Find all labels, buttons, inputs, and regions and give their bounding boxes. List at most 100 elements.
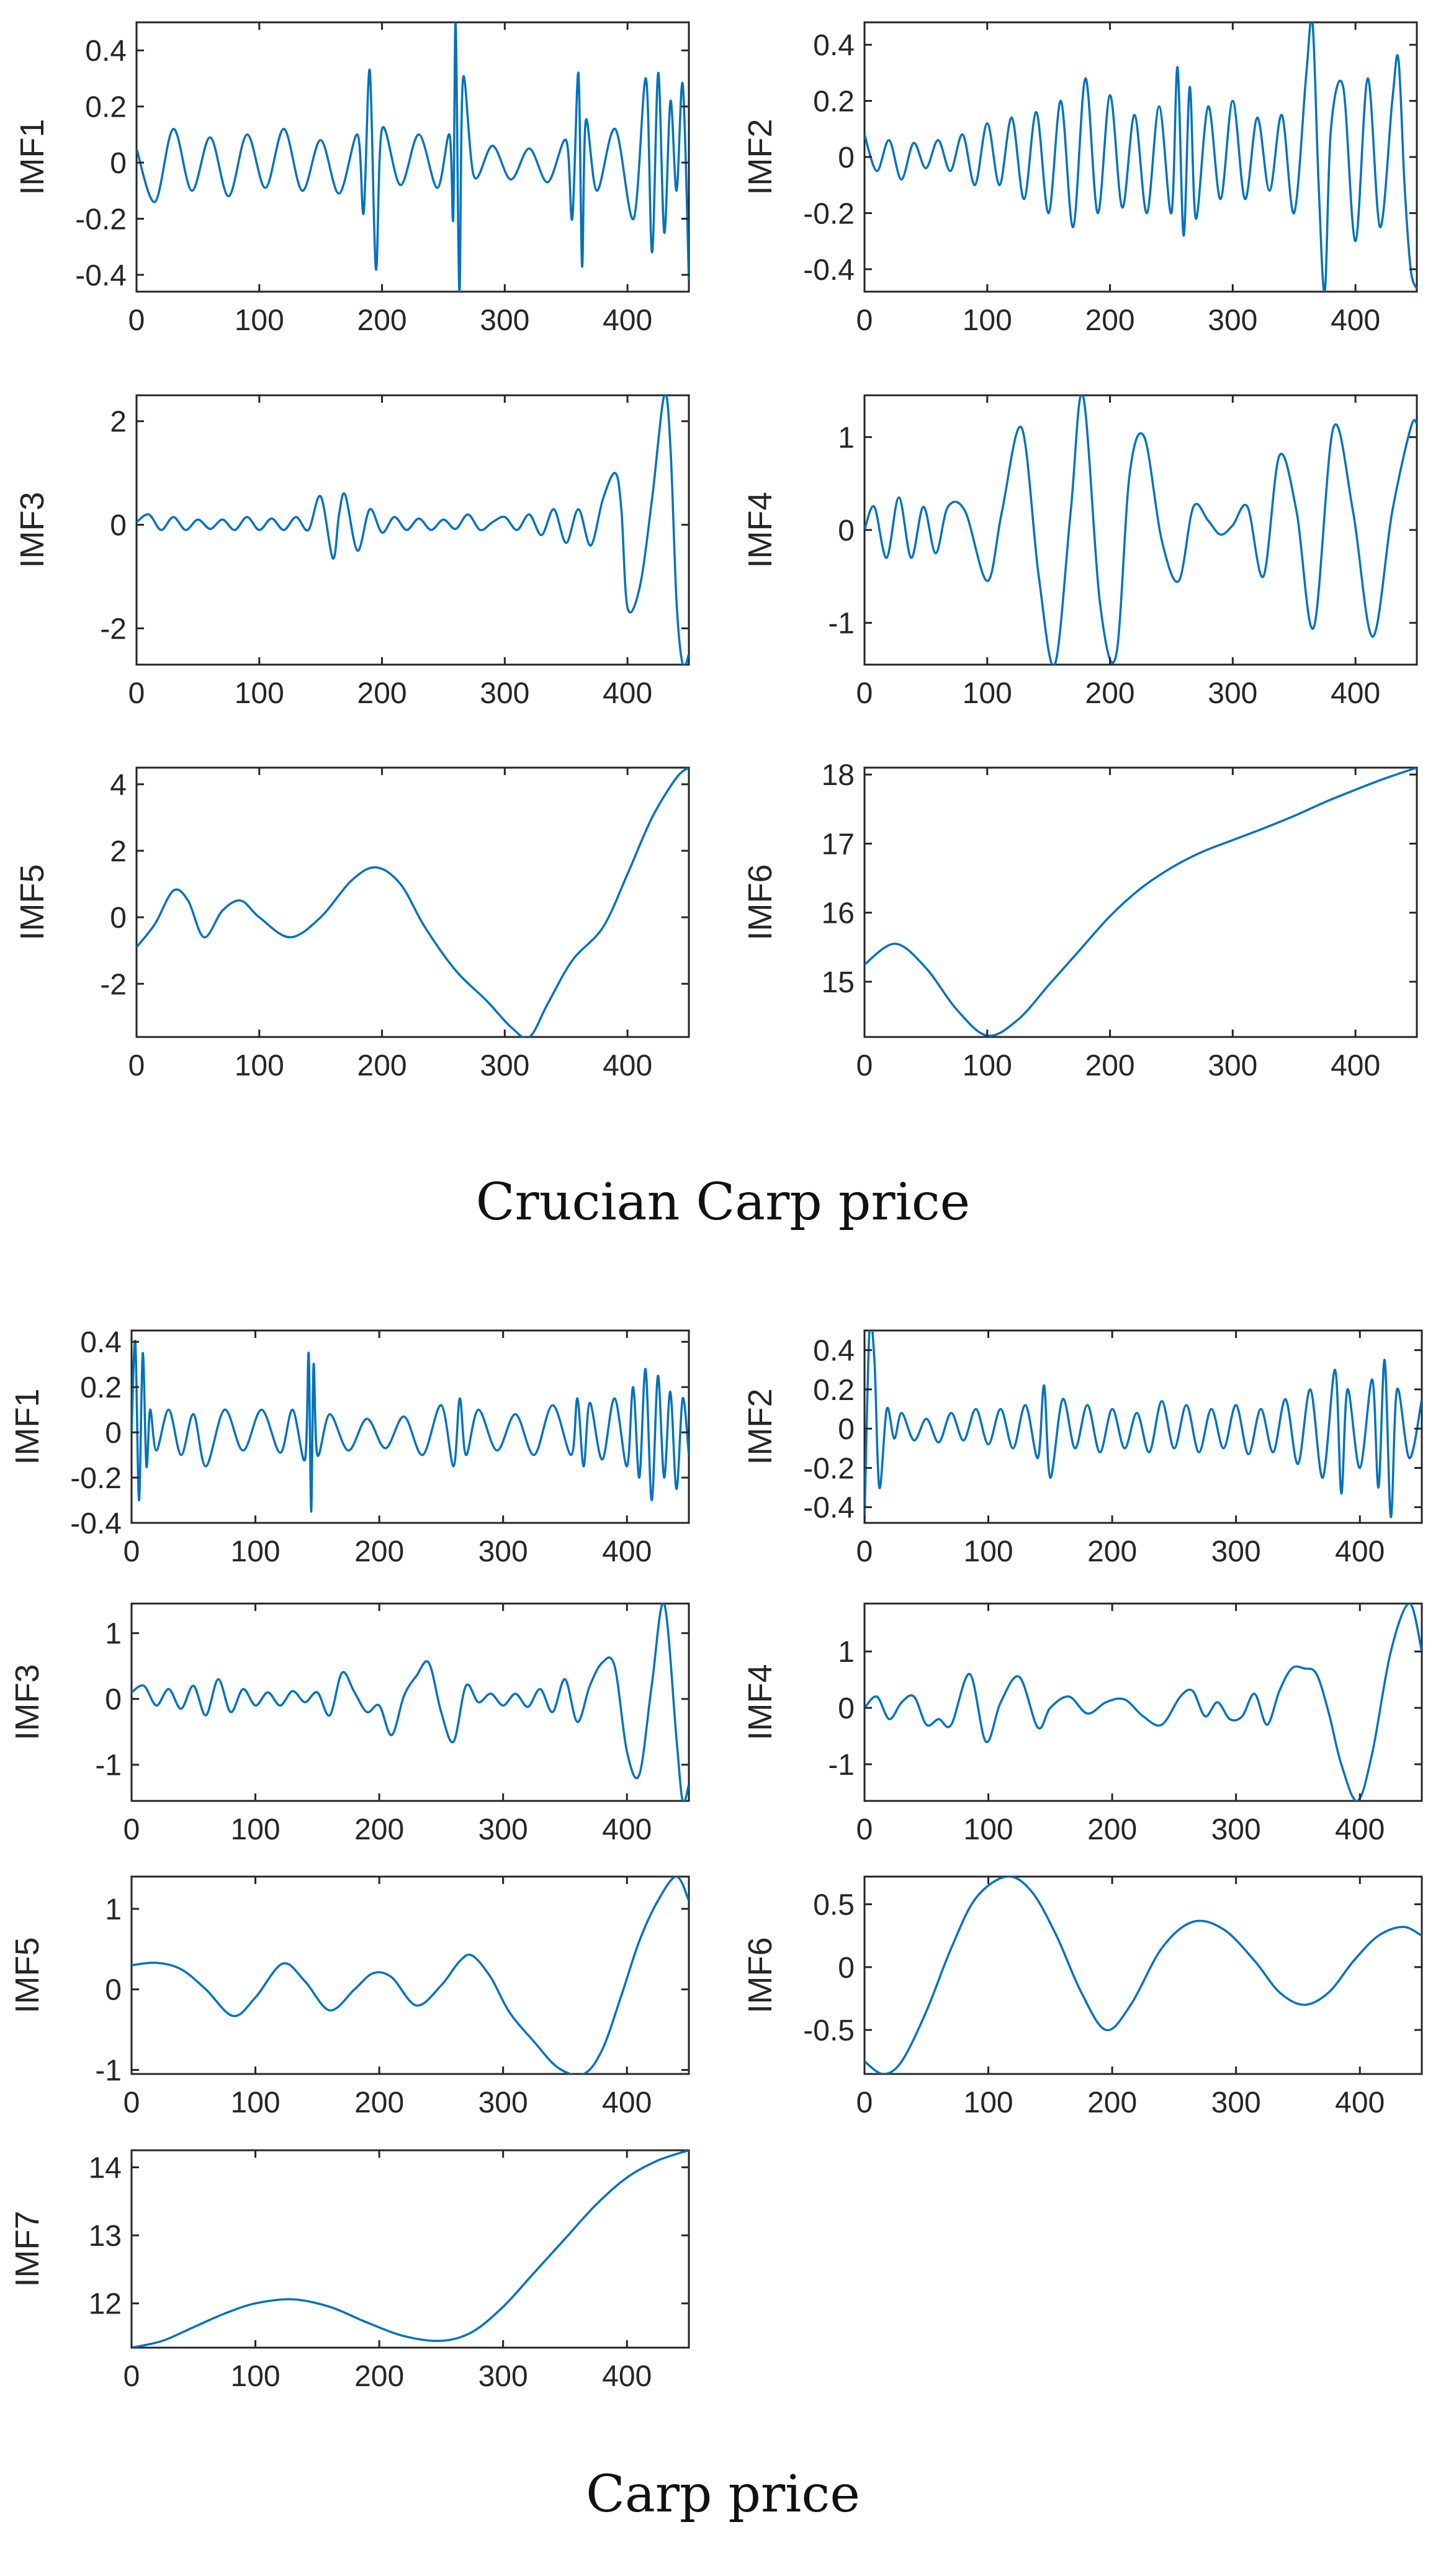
x-tick-label: 400 bbox=[602, 2086, 652, 2119]
x-tick-label: 300 bbox=[478, 2360, 528, 2393]
series-line bbox=[864, 1604, 1422, 1801]
y-axis-label: IMF7 bbox=[9, 2210, 46, 2287]
x-tick-label: 300 bbox=[1211, 1535, 1261, 1568]
y-tick-label: 0.4 bbox=[80, 1326, 122, 1359]
series-line bbox=[132, 1604, 689, 1801]
y-tick-label: 0.5 bbox=[813, 1889, 855, 1922]
x-tick-label: 400 bbox=[603, 1049, 652, 1082]
y-tick-label: -0.4 bbox=[70, 1507, 122, 1540]
x-tick-label: 0 bbox=[856, 2086, 873, 2119]
y-tick-label: 0 bbox=[110, 509, 127, 542]
plot-frame bbox=[130, 1875, 690, 2075]
x-tick-label: 300 bbox=[480, 1049, 529, 1082]
series-line bbox=[132, 1877, 689, 2074]
y-tick-label: 1 bbox=[838, 421, 855, 454]
x-tick-label: 0 bbox=[856, 1535, 873, 1568]
y-axis-label: IMF3 bbox=[14, 491, 51, 568]
y-axis-label: IMF5 bbox=[14, 864, 51, 940]
x-tick-label: 0 bbox=[123, 1813, 140, 1846]
y-axis-label: IMF6 bbox=[742, 864, 779, 940]
y-tick-label: 1 bbox=[105, 1618, 122, 1651]
x-tick-label: 400 bbox=[1335, 2086, 1385, 2119]
x-tick-label: 300 bbox=[1208, 1049, 1257, 1082]
y-tick-label: 1 bbox=[105, 1893, 122, 1926]
x-tick-label: 100 bbox=[964, 1813, 1013, 1846]
x-tick-label: 300 bbox=[480, 677, 529, 710]
x-tick-label: 400 bbox=[602, 1535, 652, 1568]
y-tick-label: -0.4 bbox=[803, 1492, 855, 1525]
x-tick-label: 400 bbox=[603, 677, 652, 710]
plot-frame bbox=[135, 394, 690, 666]
y-tick-label: 0 bbox=[110, 902, 127, 935]
y-tick-label: -0.4 bbox=[75, 259, 127, 292]
y-tick-label: 0.4 bbox=[813, 29, 855, 62]
x-tick-label: 400 bbox=[603, 304, 652, 337]
x-tick-label: 300 bbox=[1211, 2086, 1261, 2119]
y-tick-label: 17 bbox=[822, 828, 855, 861]
y-tick-label: 0 bbox=[838, 514, 855, 547]
y-tick-label: -0.4 bbox=[803, 254, 855, 287]
y-tick-label: 0.4 bbox=[813, 1335, 855, 1368]
y-axis-label: IMF2 bbox=[742, 119, 779, 195]
plot-frame bbox=[863, 394, 1418, 666]
series-line bbox=[864, 768, 1417, 1037]
y-tick-label: 0 bbox=[105, 1684, 122, 1717]
y-tick-label: -0.2 bbox=[70, 1462, 122, 1495]
y-tick-label: 0.4 bbox=[85, 35, 127, 68]
plot-frame bbox=[135, 766, 690, 1038]
chart-c-imf4: 0 100 200 300 400 -1 0 1 IMF4 bbox=[742, 394, 1418, 710]
x-tick-label: 400 bbox=[1335, 1535, 1385, 1568]
x-tick-label: 100 bbox=[235, 304, 284, 337]
x-tick-label: 200 bbox=[1087, 2086, 1137, 2119]
series-line bbox=[864, 22, 1417, 292]
x-tick-label: 300 bbox=[1208, 304, 1257, 337]
x-tick-label: 100 bbox=[235, 677, 284, 710]
plot-frame bbox=[135, 21, 690, 293]
chart-b-imf2: 0 100 200 300 400 -0.4 -0.2 0 0.2 0.4 IMF2 bbox=[742, 1329, 1423, 1568]
y-tick-label: 2 bbox=[110, 406, 127, 439]
series-line bbox=[132, 1339, 689, 1513]
plot-frame bbox=[863, 766, 1418, 1038]
y-tick-label: 0.2 bbox=[813, 86, 855, 119]
series-line bbox=[132, 2150, 689, 2348]
y-tick-label: -0.2 bbox=[803, 197, 855, 230]
x-tick-label: 200 bbox=[1085, 1049, 1135, 1082]
x-tick-label: 400 bbox=[1331, 304, 1380, 337]
x-tick-label: 0 bbox=[123, 1535, 140, 1568]
y-tick-label: -0.5 bbox=[803, 2014, 855, 2047]
chart-c-imf5: 0 100 200 300 400 -2 0 2 4 IMF5 bbox=[14, 766, 690, 1082]
series-line bbox=[864, 395, 1417, 665]
y-tick-label: 0.2 bbox=[85, 91, 127, 124]
x-tick-label: 300 bbox=[478, 1535, 528, 1568]
x-tick-label: 300 bbox=[1211, 1813, 1261, 1846]
y-tick-label: 0.2 bbox=[80, 1371, 122, 1404]
x-tick-label: 0 bbox=[128, 304, 145, 337]
chart-c-imf6: 0 100 200 300 400 15 16 17 18 IMF6 bbox=[742, 759, 1418, 1082]
y-tick-label: -2 bbox=[100, 613, 127, 646]
caption-carp-price: Carp price bbox=[586, 2465, 860, 2524]
x-tick-label: 100 bbox=[231, 2360, 281, 2393]
x-tick-label: 400 bbox=[1335, 1813, 1385, 1846]
x-tick-label: 0 bbox=[128, 1049, 145, 1082]
y-tick-label: 2 bbox=[110, 835, 127, 868]
chart-c-imf2: 0 100 200 300 400 -0.4 -0.2 0 0.2 0.4 IMF2 bbox=[742, 21, 1418, 337]
y-axis-label: IMF4 bbox=[742, 491, 779, 568]
series-line bbox=[864, 1331, 1422, 1523]
y-tick-label: 4 bbox=[110, 769, 127, 802]
plot-frame bbox=[130, 1602, 690, 1802]
x-tick-label: 0 bbox=[856, 1813, 873, 1846]
x-tick-label: 0 bbox=[123, 2360, 140, 2393]
x-tick-label: 200 bbox=[357, 1049, 407, 1082]
x-tick-label: 200 bbox=[357, 304, 407, 337]
caption-crucian-carp-price: Crucian Carp price bbox=[475, 1173, 971, 1232]
y-axis-label: IMF1 bbox=[9, 1388, 46, 1465]
chart-c-imf1: 0 100 200 300 400 -0.4 -0.2 0 0.2 0.4 IMF1 bbox=[14, 21, 690, 337]
x-tick-label: 0 bbox=[856, 1049, 873, 1082]
x-tick-label: 100 bbox=[231, 2086, 281, 2119]
plot-frame bbox=[863, 1875, 1423, 2075]
